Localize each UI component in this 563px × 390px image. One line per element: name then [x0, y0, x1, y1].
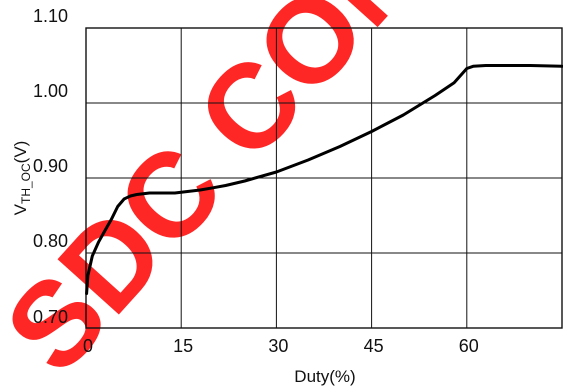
plot-frame [85, 27, 563, 329]
y-axis-label-sub: TH_OC [19, 163, 33, 204]
grid [86, 28, 562, 328]
x-tick-label: 60 [459, 336, 479, 356]
y-tick-labels: 0.70 0.80 0.90 1.00 1.10 [33, 6, 68, 327]
y-tick-label: 1.10 [33, 6, 68, 26]
y-tick-label: 0.70 [33, 307, 68, 327]
x-tick-label: 15 [173, 336, 193, 356]
y-tick-label: 1.00 [33, 81, 68, 101]
y-axis-label-main: V [11, 203, 30, 215]
x-tick-label: 45 [364, 336, 384, 356]
x-tick-label: 30 [268, 336, 288, 356]
y-axis-label-unit: (V) [11, 141, 30, 164]
x-axis-label: Duty(%) [294, 367, 355, 386]
x-tick-label: 0 [83, 336, 93, 356]
watermark: SDC CONF [0, 0, 499, 390]
watermark-text: SDC CONF [0, 0, 499, 390]
series-line [85, 64, 563, 295]
y-tick-label: 0.80 [33, 231, 68, 251]
x-tick-labels: 0 15 30 45 60 [83, 336, 479, 356]
y-tick-label: 0.90 [33, 156, 68, 176]
y-axis-label: VTH_OC(V) [11, 141, 33, 216]
